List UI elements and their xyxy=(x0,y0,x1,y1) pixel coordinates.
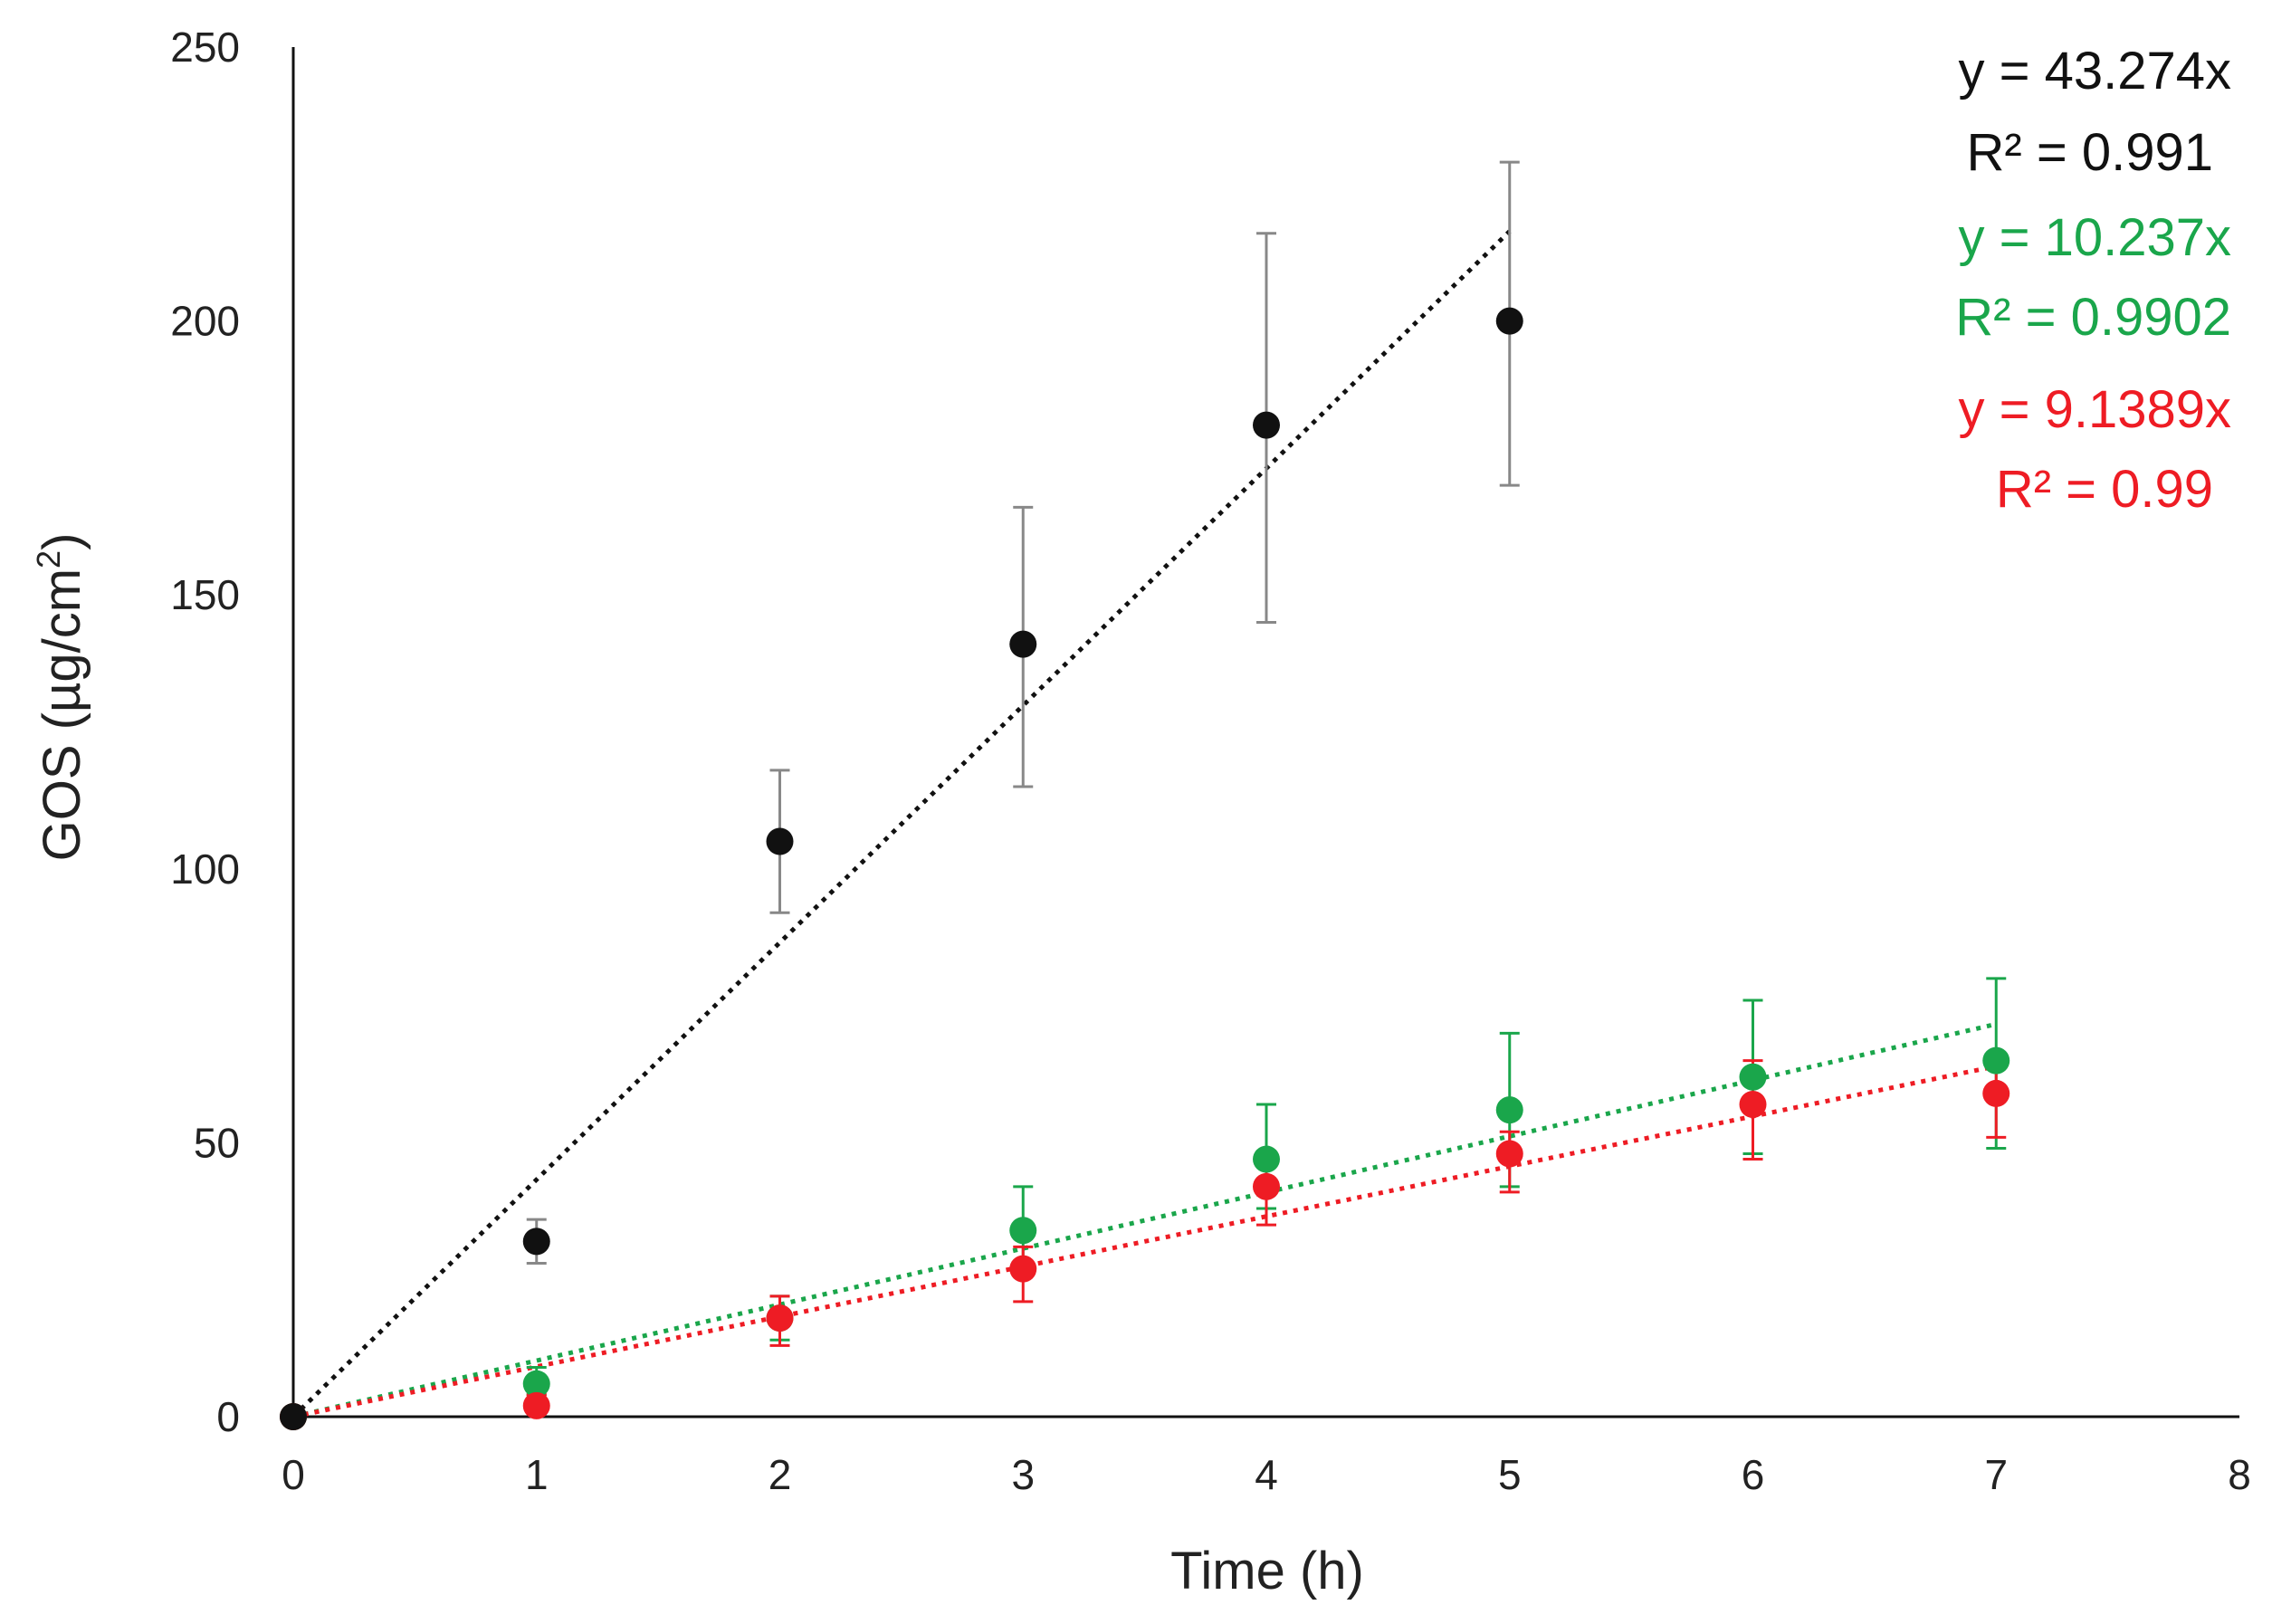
black-data-point xyxy=(522,1228,550,1256)
black-data-point xyxy=(1253,411,1280,439)
trendlines xyxy=(291,229,1997,1419)
green-trendline xyxy=(292,1021,1997,1419)
black-data-point xyxy=(1495,307,1523,335)
tick-labels: 0 1 2 3 4 5 6 7 8 0 50 100 150 200 250 xyxy=(170,24,2251,1498)
y-axis-title-close: ) xyxy=(33,533,91,550)
red-data-point xyxy=(1009,1255,1037,1283)
black-data-point xyxy=(766,827,794,855)
x-tick-label: 5 xyxy=(1498,1451,1522,1498)
x-tick-label: 4 xyxy=(1255,1451,1278,1498)
green-r2: R² = 0.9902 xyxy=(1955,288,2231,347)
axes xyxy=(291,47,2239,1419)
black-equation: y = 43.274x xyxy=(1959,42,2232,100)
red-r2: R² = 0.99 xyxy=(1996,460,2213,519)
green-data-point xyxy=(1982,1046,2010,1075)
black-data-point xyxy=(280,1403,307,1430)
x-axis-title: Time (h) xyxy=(1170,1542,1364,1600)
y-tick-label: 50 xyxy=(194,1119,240,1166)
y-axis-title-superscript: 2 xyxy=(30,550,67,568)
error-bars xyxy=(526,160,2007,1413)
red-trendline xyxy=(292,1064,1997,1419)
black-r2: R² = 0.991 xyxy=(1967,123,2213,182)
y-tick-label: 200 xyxy=(170,298,240,345)
green-data-point xyxy=(1253,1145,1280,1173)
y-tick-label: 0 xyxy=(216,1393,240,1440)
data-points xyxy=(280,307,2010,1430)
y-tick-label: 100 xyxy=(170,845,240,893)
y-tick-label: 250 xyxy=(170,24,240,71)
green-data-point xyxy=(1495,1096,1523,1124)
green-data-point xyxy=(1739,1063,1767,1091)
black-trendline xyxy=(291,229,1512,1419)
x-tick-label: 3 xyxy=(1011,1451,1035,1498)
red-data-point xyxy=(522,1391,550,1419)
x-tick-label: 2 xyxy=(768,1451,792,1498)
green-equation: y = 10.237x xyxy=(1959,208,2232,267)
y-tick-label: 150 xyxy=(170,571,240,618)
red-data-point xyxy=(1982,1079,2010,1107)
red-data-point xyxy=(766,1304,794,1333)
green-data-point xyxy=(1009,1217,1037,1245)
red-data-point xyxy=(1739,1091,1767,1119)
green-data-point xyxy=(522,1370,550,1398)
equation-annotations: y = 43.274x R² = 0.991 y = 10.237x R² = … xyxy=(1955,42,2231,519)
x-tick-label: 8 xyxy=(2228,1451,2251,1498)
red-equation: y = 9.1389x xyxy=(1959,380,2232,439)
y-axis-title-main: GOS (µg/cm xyxy=(33,568,91,861)
x-tick-label: 0 xyxy=(282,1451,305,1498)
red-data-point xyxy=(1253,1172,1280,1200)
x-tick-label: 7 xyxy=(1984,1451,2008,1498)
x-tick-label: 1 xyxy=(525,1451,549,1498)
x-tick-label: 6 xyxy=(1742,1451,1765,1498)
red-data-point xyxy=(1495,1140,1523,1168)
black-data-point xyxy=(1009,630,1037,658)
y-axis-title: GOS (µg/cm2) xyxy=(30,533,91,862)
